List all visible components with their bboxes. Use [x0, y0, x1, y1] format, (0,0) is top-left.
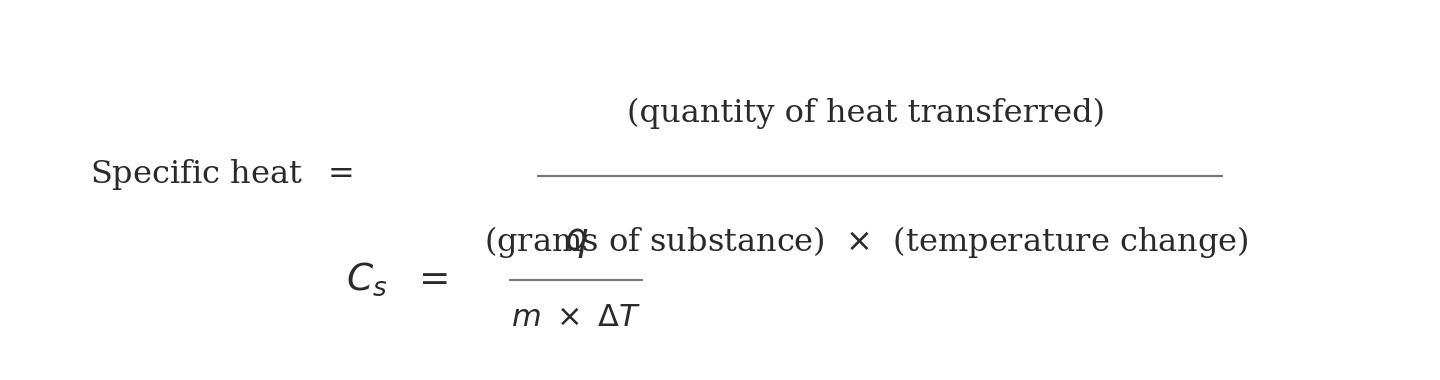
Text: (grams of substance)  $\times$  (temperature change): (grams of substance) $\times$ (temperatu… [484, 224, 1248, 260]
Text: (quantity of heat transferred): (quantity of heat transferred) [628, 97, 1106, 128]
Text: Specific heat  $=$: Specific heat $=$ [89, 157, 353, 192]
Text: $m \ \times \ \Delta T$: $m \ \times \ \Delta T$ [511, 302, 641, 333]
Text: $q$: $q$ [564, 224, 589, 260]
Text: $C_s$  $=$: $C_s$ $=$ [346, 261, 448, 298]
